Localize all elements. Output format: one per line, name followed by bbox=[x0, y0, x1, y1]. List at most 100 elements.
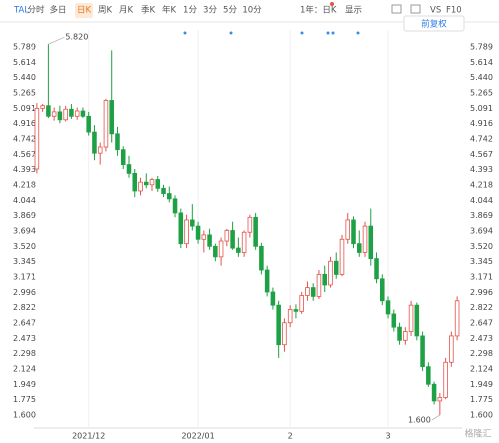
candle-body bbox=[259, 245, 264, 271]
candle-body bbox=[57, 111, 63, 121]
y-tick-label-left: 3.869 bbox=[13, 211, 36, 220]
period-tab[interactable]: 分时 bbox=[27, 5, 45, 16]
period-tab[interactable]: 周K bbox=[98, 6, 113, 16]
period-tab[interactable]: 3分 bbox=[203, 6, 217, 16]
candle-body bbox=[63, 108, 68, 121]
y-tick-label-right: 1.600 bbox=[470, 410, 493, 419]
candle-body bbox=[351, 219, 356, 245]
candle-body bbox=[437, 397, 443, 402]
y-tick-label-right: 2.996 bbox=[470, 288, 493, 297]
period-tab[interactable]: 月K bbox=[119, 6, 134, 16]
candle-body bbox=[247, 216, 253, 233]
candle-body bbox=[218, 240, 224, 258]
y-tick-label-right: 2.822 bbox=[470, 303, 493, 312]
candle-body bbox=[143, 181, 149, 186]
candle-body bbox=[397, 326, 402, 341]
y-tick-label-left: 3.171 bbox=[13, 272, 36, 281]
candle-body bbox=[230, 230, 235, 249]
display-toggle[interactable]: 显示 bbox=[345, 6, 362, 16]
y-tick-label-left: 3.694 bbox=[13, 227, 36, 236]
y-tick-label-left: 2.647 bbox=[13, 319, 36, 328]
event-dot[interactable] bbox=[331, 31, 335, 35]
candle-body bbox=[299, 295, 304, 312]
candle-body bbox=[253, 216, 258, 247]
candle-body bbox=[270, 291, 276, 306]
candle-body bbox=[293, 309, 299, 312]
range-select[interactable]: 1年：日K bbox=[300, 5, 337, 16]
candle-body bbox=[201, 234, 207, 240]
event-dot[interactable] bbox=[326, 31, 330, 35]
candle-body bbox=[374, 258, 379, 280]
event-dot[interactable] bbox=[183, 31, 187, 35]
adjust-button[interactable]: 前复权 bbox=[421, 19, 447, 30]
y-tick-label-left: 2.996 bbox=[13, 288, 36, 297]
y-tick-label-right: 3.345 bbox=[470, 257, 493, 266]
period-tab[interactable]: 日K bbox=[77, 6, 92, 16]
candle-body bbox=[380, 278, 385, 302]
period-tab[interactable]: 年K bbox=[162, 5, 177, 16]
candle-body bbox=[339, 238, 345, 275]
active-tab-bg bbox=[75, 3, 93, 18]
y-tick-label-left: 4.393 bbox=[13, 165, 36, 174]
f10-button[interactable]: F10 bbox=[446, 6, 462, 16]
period-tab[interactable]: 10分 bbox=[242, 6, 262, 16]
y-tick-label-left: 5.789 bbox=[13, 42, 36, 51]
candle-body bbox=[69, 108, 74, 117]
candle-body bbox=[224, 230, 230, 242]
candle-body bbox=[236, 247, 241, 253]
event-dot[interactable] bbox=[229, 31, 233, 35]
period-tab[interactable]: 5分 bbox=[223, 6, 237, 16]
y-tick-label-right: 1.775 bbox=[470, 395, 493, 404]
y-tick-label-left: 1.775 bbox=[13, 395, 36, 404]
candle-body bbox=[34, 107, 40, 170]
extreme-pointer bbox=[431, 414, 441, 421]
candle-body bbox=[155, 179, 161, 189]
candle-body bbox=[426, 366, 431, 385]
candle-body bbox=[74, 110, 80, 117]
candle-body bbox=[161, 187, 166, 194]
candle-body bbox=[356, 243, 362, 253]
icon-screen[interactable] bbox=[391, 4, 402, 14]
candle-body bbox=[109, 100, 114, 135]
adjust-box[interactable] bbox=[403, 15, 465, 32]
candle-body bbox=[431, 383, 437, 402]
vs-button[interactable]: VS bbox=[430, 6, 441, 16]
y-tick-label-left: 2.124 bbox=[13, 364, 36, 373]
period-tab[interactable]: 季K bbox=[141, 5, 156, 16]
candle-body bbox=[126, 164, 132, 174]
y-tick-label-left: 4.218 bbox=[13, 180, 36, 189]
x-tick-label: 3 bbox=[385, 432, 390, 441]
candle-body bbox=[414, 304, 420, 337]
extreme-label: 1.600 bbox=[408, 415, 431, 424]
y-tick-label-right: 5.091 bbox=[470, 104, 493, 113]
y-tick-label-right: 3.694 bbox=[470, 227, 493, 236]
event-dot[interactable] bbox=[300, 31, 304, 35]
candle-body bbox=[403, 331, 408, 341]
x-tick-label: 2021/12 bbox=[72, 432, 105, 441]
candle-body bbox=[345, 219, 351, 240]
candle-body bbox=[362, 225, 368, 253]
candle-body bbox=[184, 219, 189, 245]
candle-body bbox=[138, 181, 143, 192]
y-tick-label-left: 1.949 bbox=[13, 380, 36, 389]
candle-body bbox=[287, 309, 293, 324]
candle-body bbox=[149, 179, 155, 186]
candle-body bbox=[132, 172, 138, 192]
y-tick-label-right: 5.614 bbox=[470, 58, 493, 67]
y-tick-label-right: 4.567 bbox=[470, 150, 493, 159]
period-tab[interactable]: 1分 bbox=[183, 6, 197, 16]
icon-camera[interactable] bbox=[410, 4, 421, 14]
period-tab[interactable]: 多日 bbox=[49, 5, 66, 16]
event-dot[interactable] bbox=[356, 31, 360, 35]
candle-body bbox=[241, 231, 247, 253]
candle-body bbox=[167, 193, 172, 200]
candle-body bbox=[92, 131, 97, 154]
y-tick-label-right: 5.440 bbox=[470, 73, 493, 82]
candle-body bbox=[86, 115, 91, 133]
y-tick-label-right: 5.265 bbox=[470, 88, 493, 97]
candle-body bbox=[195, 225, 201, 240]
y-tick-label-left: 5.091 bbox=[13, 104, 36, 113]
candle-body bbox=[264, 269, 270, 293]
symbol[interactable]: TAL bbox=[13, 6, 29, 16]
